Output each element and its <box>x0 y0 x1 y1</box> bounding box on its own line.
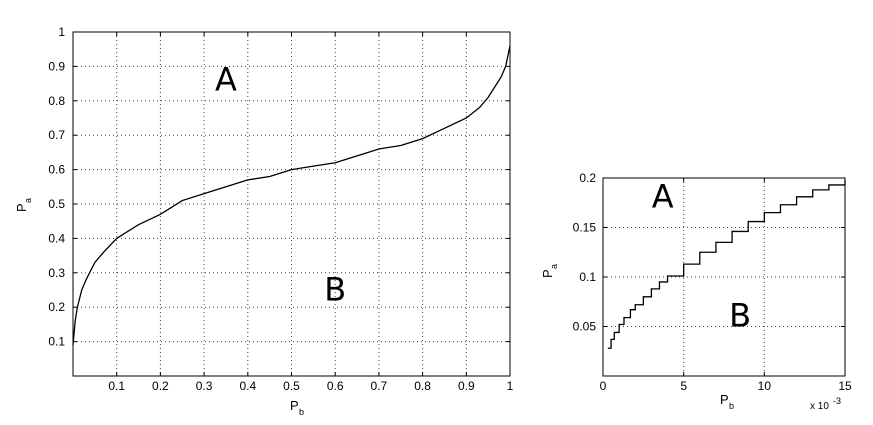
region-label-b: B <box>324 270 346 308</box>
x-tick-label: 0.2 <box>152 379 169 393</box>
y-tick-label: 0.7 <box>48 128 65 142</box>
x-tick-label: 0.6 <box>327 379 344 393</box>
y-tick-label: 0.9 <box>48 59 65 73</box>
x-axis-label: P <box>290 398 299 413</box>
x-tick-label: 0 <box>600 379 607 393</box>
x-tick-label: 10 <box>758 379 772 393</box>
y-tick-label: 0.2 <box>48 300 65 314</box>
x-tick-label: 15 <box>838 379 852 393</box>
x-tick-label: 1 <box>507 379 514 393</box>
y-tick-label: 0.3 <box>48 266 65 280</box>
y-tick-label: 0.2 <box>579 171 596 185</box>
x-axis-label: P <box>720 392 729 407</box>
x-tick-label: 0.8 <box>414 379 431 393</box>
y-tick-label: 0.4 <box>48 231 65 245</box>
x-axis-multiplier-exponent: -3 <box>833 396 841 406</box>
x-tick-label: 5 <box>680 379 687 393</box>
y-tick-label: 0.1 <box>48 335 65 349</box>
y-tick-label: 0.1 <box>579 270 596 284</box>
y-tick-label: 0.5 <box>48 197 65 211</box>
x-axis-label-subscript: b <box>729 401 734 411</box>
region-label-b: B <box>729 297 751 335</box>
y-tick-label: 0.15 <box>573 221 597 235</box>
x-axis-label-subscript: b <box>299 407 304 417</box>
y-axis-label-subscript: a <box>549 264 559 269</box>
x-tick-label: 0.3 <box>196 379 213 393</box>
y-axis-label: P <box>540 269 555 278</box>
y-axis-label-subscript: a <box>23 198 33 203</box>
boundary-curve <box>607 179 846 349</box>
y-tick-label: 0.6 <box>48 163 65 177</box>
region-label-a: A <box>215 60 237 98</box>
x-tick-label: 0.7 <box>371 379 388 393</box>
y-axis-label-group: Pa <box>14 198 33 212</box>
region-label-a: A <box>652 178 674 216</box>
y-tick-label: 0.05 <box>573 320 597 334</box>
y-tick-label: 1 <box>58 25 65 39</box>
y-tick-label: 0.8 <box>48 94 65 108</box>
x-tick-label: 0.1 <box>108 379 125 393</box>
y-axis-label: P <box>14 203 29 212</box>
y-axis-label-group: Pa <box>540 264 559 278</box>
x-tick-label: 0.5 <box>283 379 300 393</box>
boundary-curve <box>72 45 511 346</box>
x-axis-multiplier: x 10 <box>810 401 829 412</box>
x-tick-label: 0.9 <box>458 379 475 393</box>
main-chart: 0.1 0.2 0.3 0.4 0.5 0.6 0.7 0.8 0.9 1 0.1 0.2 0.3 0.4… <box>14 25 514 417</box>
x-tick-label: 0.4 <box>239 379 256 393</box>
